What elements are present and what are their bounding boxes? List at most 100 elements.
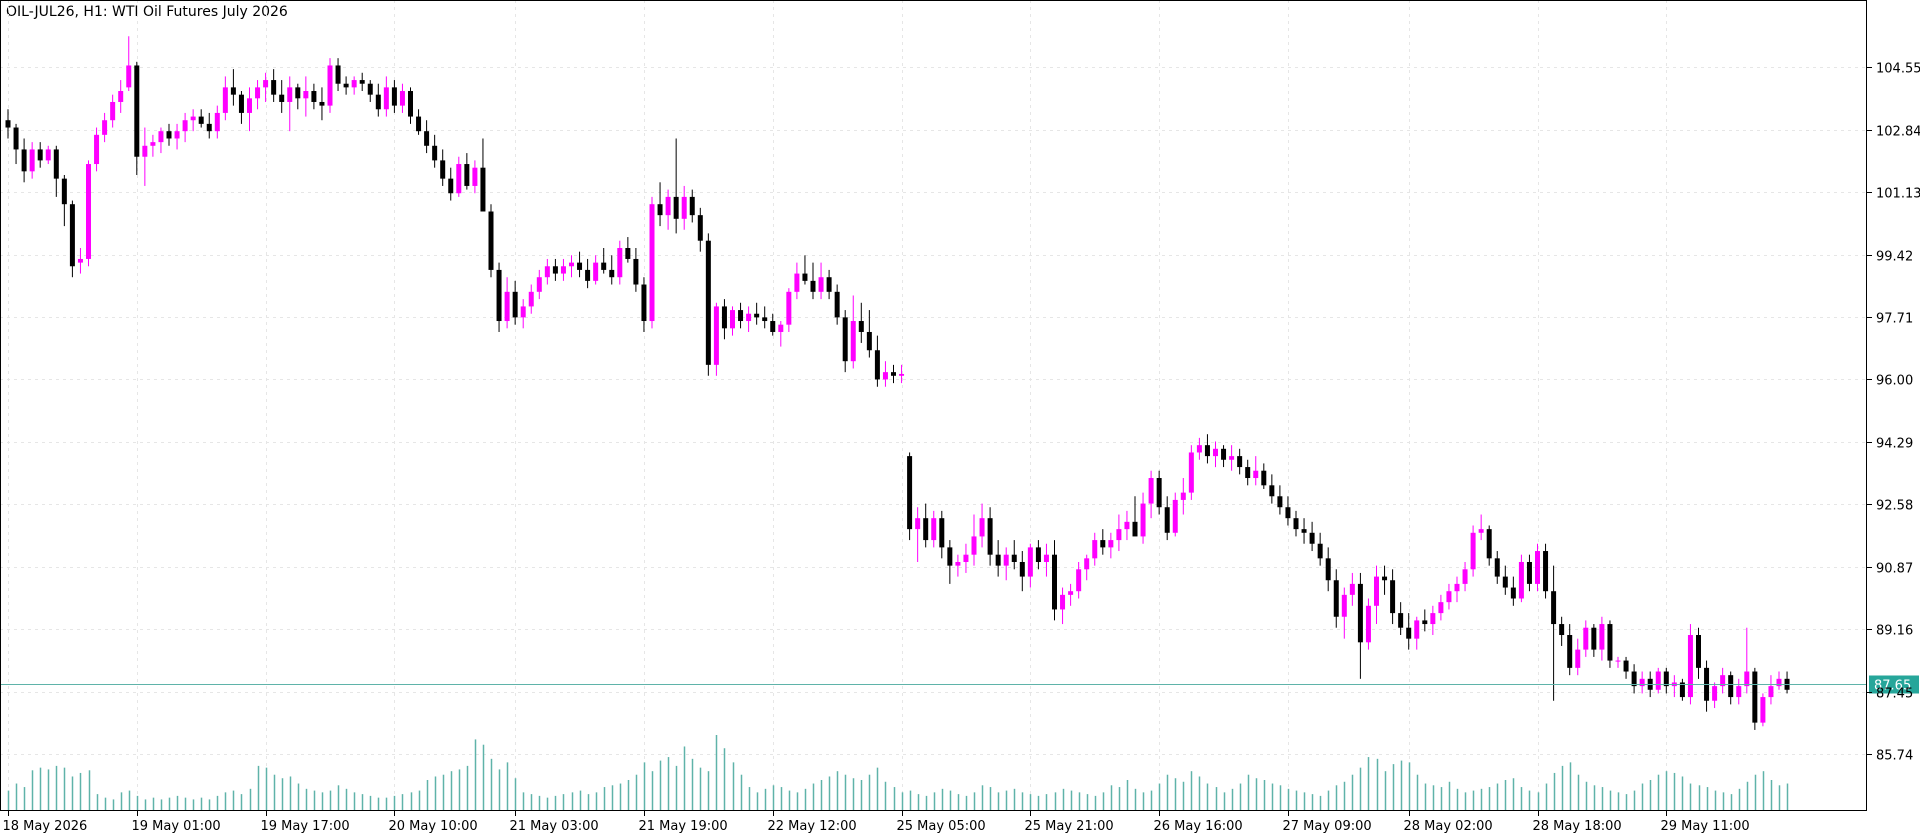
candle-body xyxy=(1116,529,1122,541)
candle-body xyxy=(826,277,832,292)
candle-body xyxy=(746,313,752,322)
candle-body xyxy=(1438,602,1444,614)
candle-body xyxy=(1744,671,1750,687)
candle-body xyxy=(383,87,389,110)
candle-body xyxy=(939,518,945,548)
candle-body xyxy=(504,291,510,322)
y-tick-label: 102.84 xyxy=(1876,125,1920,140)
candle-body xyxy=(995,554,1001,566)
candle-body xyxy=(569,262,574,267)
candle-body xyxy=(174,131,180,139)
candle-body xyxy=(955,561,961,566)
candle-body xyxy=(1309,532,1315,544)
y-tick-label: 94.29 xyxy=(1876,437,1913,452)
candle-body xyxy=(13,127,19,150)
candle-body xyxy=(1446,591,1452,603)
candle-body xyxy=(1365,605,1371,643)
y-tick-label: 104.55 xyxy=(1876,62,1920,77)
candle-body xyxy=(915,518,921,530)
candle-body xyxy=(1052,554,1057,610)
candle-body xyxy=(899,373,905,376)
candle-body xyxy=(311,91,317,102)
candle-body xyxy=(1124,521,1130,530)
grid xyxy=(0,0,1866,810)
candle-body xyxy=(1526,561,1532,584)
candle-body xyxy=(1060,594,1066,610)
candle-body xyxy=(778,324,784,332)
candle-body xyxy=(1172,499,1178,533)
y-tick-label: 85.74 xyxy=(1876,749,1913,764)
candle-body xyxy=(182,120,188,132)
candle-body xyxy=(1535,551,1540,584)
candle-body xyxy=(255,87,261,99)
candle-body xyxy=(61,178,67,205)
candle-body xyxy=(1285,507,1291,519)
candle-body xyxy=(343,83,349,88)
candle-body xyxy=(1317,543,1323,559)
candle-body xyxy=(1245,467,1251,479)
candle-body xyxy=(1462,569,1468,584)
candle-body xyxy=(697,215,703,241)
candle-body xyxy=(810,280,816,292)
candle-body xyxy=(963,554,969,562)
candle-body xyxy=(979,518,985,537)
candle-body xyxy=(1349,583,1355,595)
y-tick-label: 87.45 xyxy=(1876,687,1913,702)
candle-body xyxy=(1567,635,1573,668)
candle-body xyxy=(1156,478,1162,508)
candle-body xyxy=(488,211,494,270)
candle-body xyxy=(1486,529,1492,559)
candle-body xyxy=(987,518,993,555)
candle-body xyxy=(37,149,43,161)
candle-body xyxy=(625,248,631,259)
candle-body xyxy=(1720,675,1726,687)
candle-body xyxy=(1639,678,1645,687)
candle-body xyxy=(665,196,671,216)
candle-body xyxy=(319,101,325,106)
candle-body xyxy=(464,164,470,186)
candle-body xyxy=(1325,558,1331,581)
candle-body xyxy=(198,116,204,124)
candle-body xyxy=(673,196,679,219)
candle-body xyxy=(69,204,75,267)
candle-body xyxy=(1406,627,1412,639)
candle-body xyxy=(1076,569,1082,592)
candle-body xyxy=(1196,445,1202,453)
candle-body xyxy=(1229,456,1235,460)
candle-body xyxy=(271,80,277,95)
candle-body xyxy=(649,204,655,322)
candle-body xyxy=(1003,554,1009,566)
chart-title: OIL-JUL26, H1: WTI Oil Futures July 2026 xyxy=(6,4,288,20)
candle-body xyxy=(1478,529,1484,533)
candle-body xyxy=(29,149,35,172)
current-price-tag xyxy=(1869,675,1919,694)
candle-body xyxy=(528,291,534,307)
candle-body xyxy=(86,164,91,259)
x-tick-label: 28 May 18:00 xyxy=(1533,819,1622,834)
candle-body xyxy=(1607,624,1613,661)
description-label: WTI Oil Futures July 2026 xyxy=(112,4,288,20)
candle-body xyxy=(1559,624,1565,636)
volume-bars xyxy=(7,735,1789,810)
chart-frame xyxy=(0,0,1867,811)
candle-body xyxy=(971,536,977,555)
candle-body xyxy=(1043,554,1049,562)
candle-body xyxy=(1357,583,1363,643)
candle-body xyxy=(1068,591,1074,595)
candle-body xyxy=(520,306,526,318)
candle-body xyxy=(1261,470,1267,486)
candle-body xyxy=(1776,678,1782,687)
candle-body xyxy=(367,83,373,95)
candle-body xyxy=(1591,627,1597,650)
candles xyxy=(5,36,1790,730)
candle-body xyxy=(1752,671,1758,723)
candle-body xyxy=(786,291,792,325)
candle-body xyxy=(1221,448,1227,460)
x-tick-label: 25 May 05:00 xyxy=(897,819,986,834)
candle-body xyxy=(295,87,301,99)
candle-body xyxy=(448,178,454,194)
x-tick-label: 26 May 16:00 xyxy=(1154,819,1243,834)
candle-body xyxy=(1148,478,1154,504)
candle-body xyxy=(416,116,422,132)
